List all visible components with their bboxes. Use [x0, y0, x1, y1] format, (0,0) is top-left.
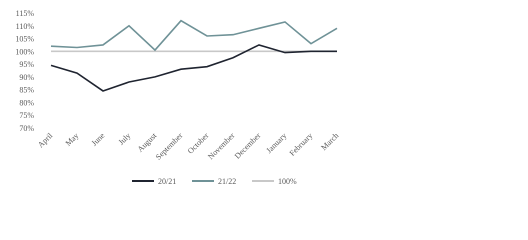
page: {"chart_data": {"type": "line", "categor… [15, 9, 341, 186]
x-tick-label: October [186, 131, 211, 156]
y-tick-label: 80% [19, 98, 34, 107]
y-tick-label: 115% [16, 9, 35, 18]
x-tick-label: November [206, 131, 236, 161]
x-tick-label: March [319, 131, 340, 152]
x-tick-label: June [90, 131, 107, 148]
y-tick-label: 95% [19, 60, 34, 69]
series-line [50, 19, 338, 52]
y-tick-label: 85% [19, 86, 34, 95]
y-tick-label: 100% [15, 47, 34, 56]
legend-label: 100% [278, 177, 297, 186]
legend-label: 20/21 [158, 177, 176, 186]
x-tick-label: February [288, 131, 315, 158]
x-tick-label: January [264, 131, 288, 155]
y-tick-label: 90% [19, 73, 34, 82]
legend-label: 21/22 [218, 177, 236, 186]
x-tick-label: April [36, 131, 55, 150]
y-tick-label: 110% [16, 22, 35, 31]
chart: 70% 75% 80% 85% 90% 95% 100% 105% 110% 115% April M… [15, 9, 340, 186]
series-line [50, 44, 337, 92]
x-tick-label: July [117, 131, 133, 147]
x-tick-label: August [136, 131, 159, 154]
y-tick-label: 105% [15, 35, 34, 44]
x-tick-label: September [154, 131, 185, 162]
x-tick-label: May [64, 131, 81, 148]
y-tick-label: 70% [19, 124, 34, 133]
x-tick-label: December [233, 131, 263, 161]
y-tick-label: 75% [19, 111, 34, 120]
